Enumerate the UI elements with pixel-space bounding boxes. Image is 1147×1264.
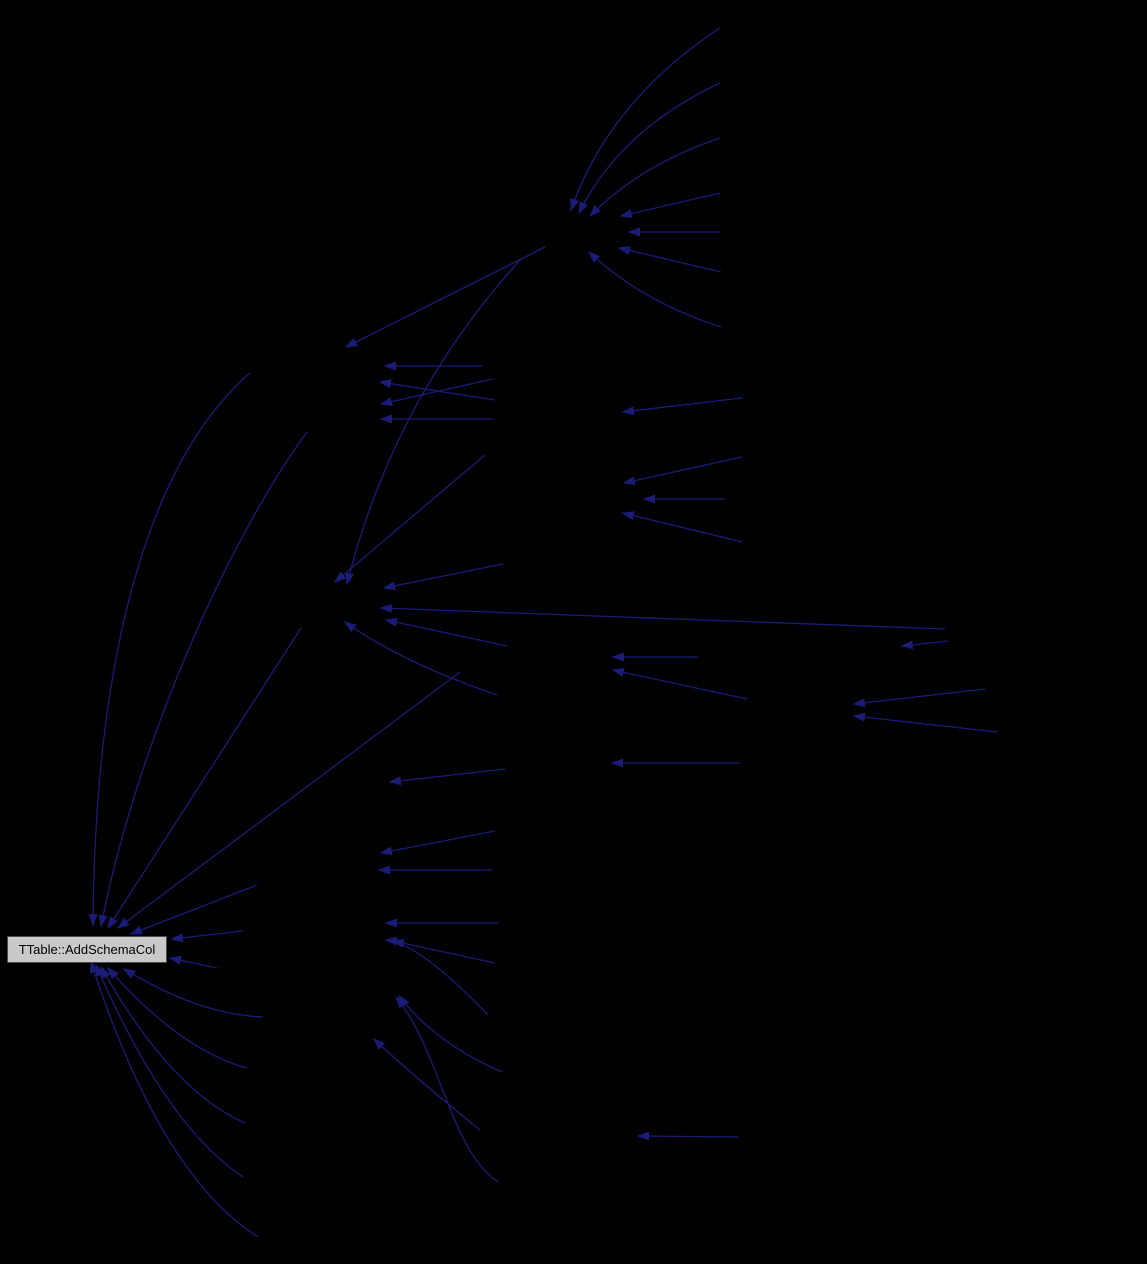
graph-edge-21 (343, 621, 498, 696)
graph-edge-2 (588, 137, 721, 218)
graph-edge-29 (379, 830, 496, 856)
graph-edge-3 (619, 192, 721, 218)
graph-edge-47 (100, 965, 246, 1124)
graph-edge-5 (617, 246, 722, 273)
graph-edge-1 (578, 82, 721, 215)
graph-edge-36 (372, 1037, 481, 1131)
graph-edge-24 (900, 640, 949, 650)
graph-edge-7 (344, 246, 546, 348)
graph-node-ttable-addschemacol[interactable]: TTable::AddSchemaCol (7, 936, 167, 963)
graph-edge-46 (107, 966, 248, 1069)
graph-edge-19 (379, 603, 946, 630)
graph-edge-38 (88, 372, 251, 927)
graph-edge-0 (570, 27, 721, 212)
graph-edge-16 (621, 511, 743, 543)
graph-edge-48 (95, 963, 244, 1178)
graph-edge-28 (388, 768, 506, 786)
graph-edge-45 (122, 968, 264, 1018)
graph-edge-17 (333, 454, 486, 583)
graph-edge-23 (611, 667, 748, 700)
graph-edge-34 (398, 994, 503, 1073)
graph-edge-49 (90, 960, 259, 1238)
graph-edge-42 (129, 884, 258, 935)
graph-edge-11 (379, 378, 494, 406)
graph-node-label: TTable::AddSchemaCol (18, 942, 156, 957)
graph-edge-39 (98, 431, 308, 928)
graph-edge-40 (107, 627, 302, 930)
graph-edge-32 (391, 938, 496, 964)
graph-edge-14 (622, 456, 743, 486)
graph-edge-25 (852, 688, 986, 708)
graph-edge-13 (621, 397, 743, 416)
graph-edge-6 (587, 250, 722, 328)
graph-edge-18 (382, 563, 504, 591)
graph-edge-33 (384, 936, 489, 1016)
graph-edge-20 (384, 617, 508, 647)
graph-edge-37 (636, 1131, 739, 1141)
graph-edge-group (88, 27, 998, 1238)
graph-edge-35 (395, 995, 499, 1183)
graph-edge-26 (852, 712, 998, 733)
graph-edge-8 (345, 259, 521, 586)
graph-edge-41 (116, 671, 461, 929)
graph-edge-43 (170, 930, 244, 943)
graph-edge-44 (168, 955, 218, 969)
